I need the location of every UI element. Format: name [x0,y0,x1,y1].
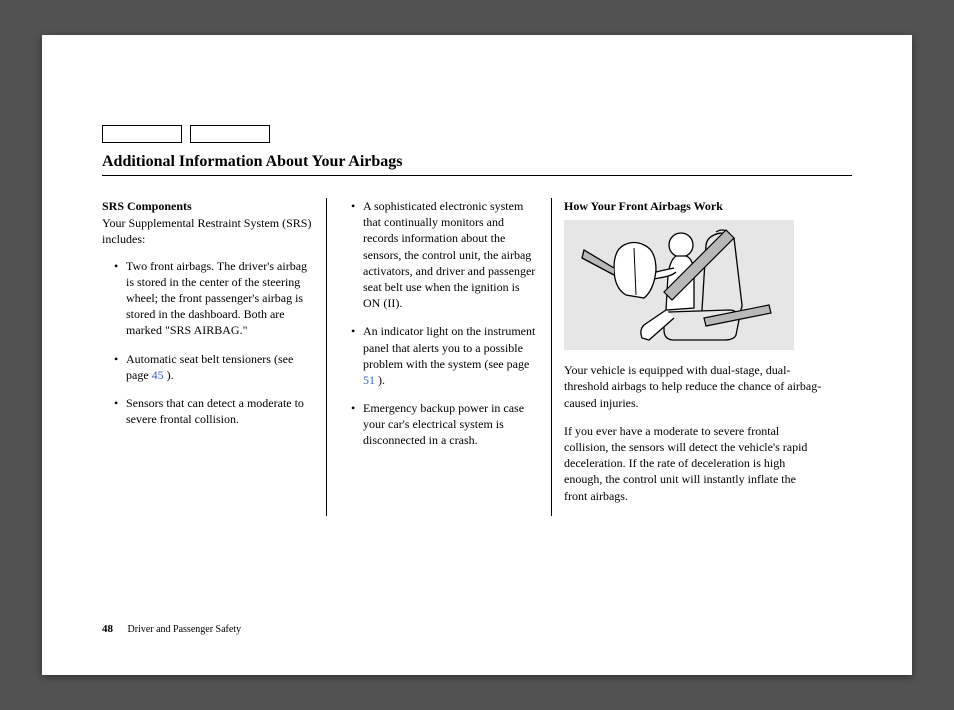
document-page: Additional Information About Your Airbag… [42,35,912,675]
srs-bullet-list-2: A sophisticated electronic system that c… [339,198,539,449]
bullet-text-post: ). [375,373,385,387]
section-name: Driver and Passenger Safety [128,624,242,635]
paragraph: Your vehicle is equipped with dual-stage… [564,362,822,411]
column-1: SRS Components Your Supplemental Restrai… [102,198,327,516]
page-title: Additional Information About Your Airbag… [102,153,852,176]
srs-intro: Your Supplemental Restraint System (SRS)… [102,215,314,247]
bullet-text-pre: An indicator light on the instrument pan… [363,324,535,370]
page-link[interactable]: 51 [363,373,375,387]
list-item: Automatic seat belt tensioners (see page… [116,351,314,383]
front-airbags-heading: How Your Front Airbags Work [564,198,822,214]
list-item: Emergency backup power in case your car'… [353,400,539,449]
srs-heading: SRS Components [102,198,314,214]
list-item: An indicator light on the instrument pan… [353,323,539,388]
page-number: 48 [102,623,113,635]
content-columns: SRS Components Your Supplemental Restrai… [102,198,852,516]
header-boxes [102,125,270,143]
srs-bullet-list: Two front airbags. The driver's airbag i… [102,258,314,428]
page-footer: 48 Driver and Passenger Safety [102,623,241,635]
header-box [190,125,270,143]
paragraph: If you ever have a moderate to severe fr… [564,423,822,504]
header-box [102,125,182,143]
list-item: Two front airbags. The driver's airbag i… [116,258,314,339]
page-link[interactable]: 45 [152,368,164,382]
list-item: Sensors that can detect a moderate to se… [116,395,314,427]
list-item: A sophisticated electronic system that c… [353,198,539,311]
column-2: A sophisticated electronic system that c… [327,198,552,516]
airbag-illustration [564,220,794,350]
bullet-text-post: ). [164,368,174,382]
column-3: How Your Front Airbags Work [552,198,822,516]
